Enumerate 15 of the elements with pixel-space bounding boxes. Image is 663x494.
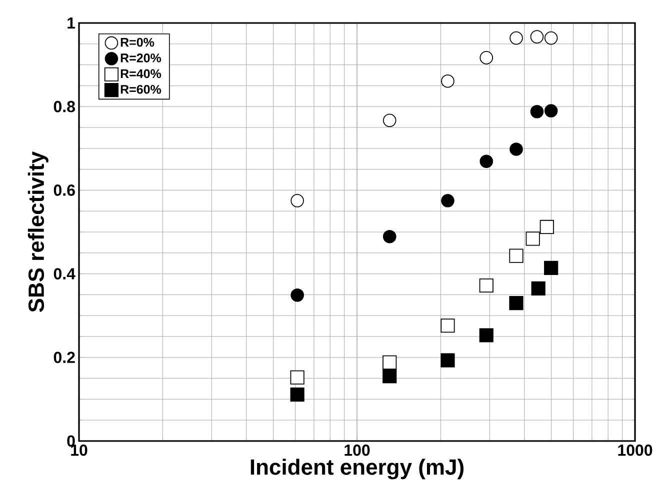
x-axis-title: Incident energy (mJ) bbox=[250, 458, 464, 480]
y-tick-label: 0.8 bbox=[54, 100, 75, 112]
legend-label: R=60% bbox=[120, 84, 162, 94]
x-tick-label: 10 bbox=[71, 444, 88, 456]
x-tick-label: 100 bbox=[344, 444, 370, 456]
y-tick-label: 0.4 bbox=[54, 268, 76, 280]
legend-label: R=40% bbox=[120, 69, 162, 78]
y-tick-label: 0.2 bbox=[54, 352, 75, 364]
x-tick-label: 1000 bbox=[618, 444, 652, 456]
y-axis-title: SBS reflectivity bbox=[28, 151, 48, 312]
legend-label: R=0% bbox=[120, 38, 154, 47]
y-tick-label: 0 bbox=[67, 435, 75, 447]
y-tick-label: 0.6 bbox=[54, 184, 75, 196]
y-tick-label: 1 bbox=[68, 17, 76, 28]
legend-label: R=20% bbox=[120, 54, 162, 62]
